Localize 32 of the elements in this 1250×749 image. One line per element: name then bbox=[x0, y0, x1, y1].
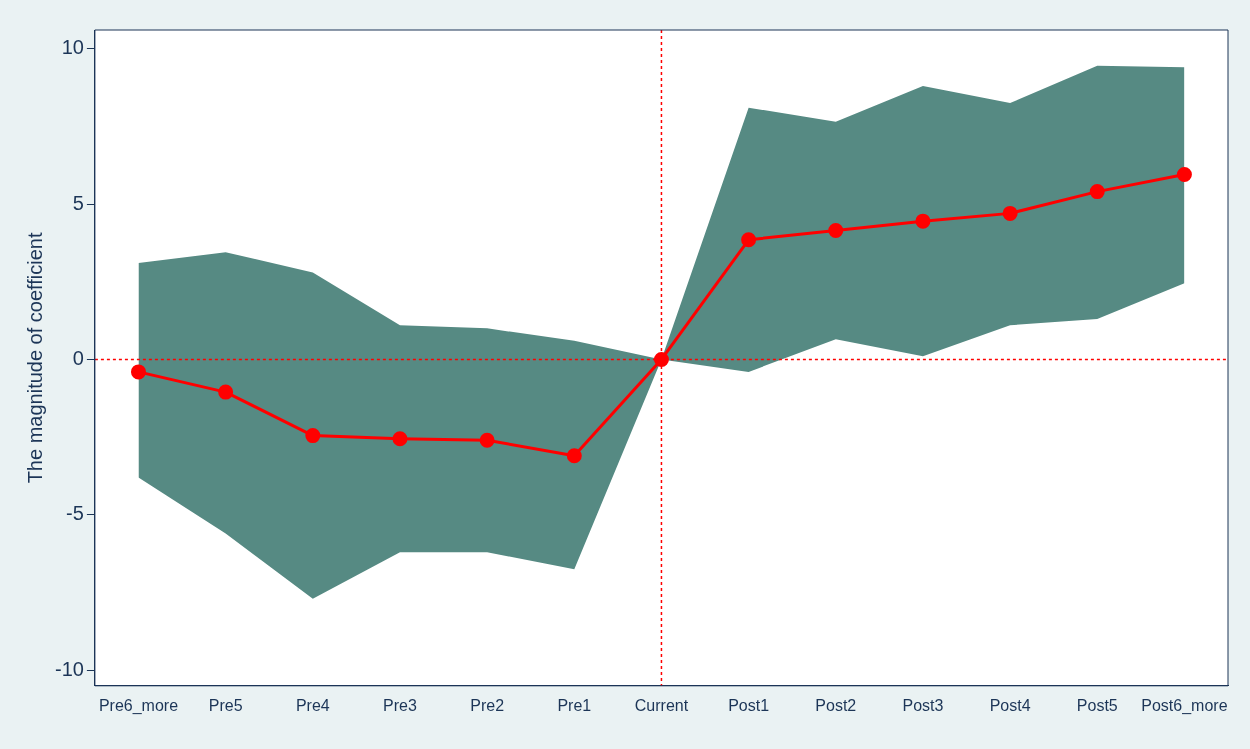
x-tick-label: Post4 bbox=[989, 696, 1031, 714]
y-axis-title: The magnitude of coefficient bbox=[23, 232, 46, 484]
y-tick-label: 5 bbox=[72, 191, 84, 214]
x-tick-label: Pre4 bbox=[295, 696, 330, 714]
x-tick-label: Post6_more bbox=[1141, 696, 1228, 715]
x-tick-label: Post3 bbox=[902, 696, 944, 714]
x-tick-label: Post1 bbox=[728, 696, 770, 714]
x-tick-label: Pre1 bbox=[557, 696, 592, 714]
x-tick-label: Current bbox=[634, 696, 689, 714]
point bbox=[305, 428, 321, 444]
point bbox=[392, 431, 408, 447]
point bbox=[566, 448, 582, 464]
x-tick-label: Post2 bbox=[815, 696, 857, 714]
point bbox=[915, 213, 931, 229]
x-tick-label: Pre5 bbox=[208, 696, 243, 714]
y-tick-label: -10 bbox=[55, 657, 84, 680]
y-tick-label: 0 bbox=[72, 346, 84, 369]
point bbox=[828, 222, 844, 238]
point bbox=[653, 351, 669, 367]
x-tick-label: Post5 bbox=[1076, 696, 1118, 714]
y-tick-label: -5 bbox=[66, 502, 84, 525]
x-tick-label: Pre6_more bbox=[98, 696, 179, 715]
x-tick-label: Pre2 bbox=[470, 696, 505, 714]
point bbox=[1176, 167, 1192, 183]
point bbox=[218, 384, 234, 400]
point bbox=[479, 432, 495, 448]
x-tick-label: Pre3 bbox=[383, 696, 417, 714]
point bbox=[1089, 184, 1105, 200]
point bbox=[741, 232, 757, 248]
y-tick-label: 10 bbox=[61, 36, 84, 59]
point bbox=[1002, 205, 1018, 221]
point bbox=[130, 364, 146, 380]
